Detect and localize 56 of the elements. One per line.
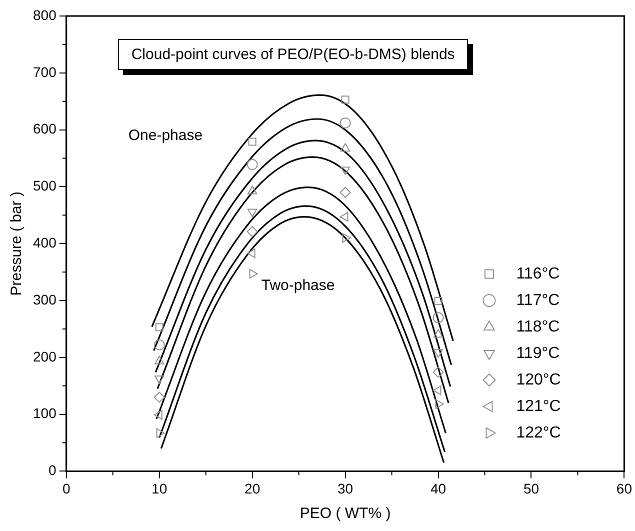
text: Cloud-point curves of PEO/P(EO-b-DMS) blends xyxy=(118,39,468,70)
point xyxy=(340,117,351,128)
x-tick-label: 40 xyxy=(430,480,446,496)
x-tick-label: 50 xyxy=(523,480,540,496)
y-tick-label: 800 xyxy=(33,6,57,23)
y-tick-label: 700 xyxy=(33,64,57,80)
point xyxy=(432,366,444,378)
point xyxy=(434,297,442,306)
point xyxy=(154,392,165,403)
y-tick-label: 0 xyxy=(48,462,57,478)
point xyxy=(433,349,444,358)
x-axis-title: PEO ( WT% ) xyxy=(300,505,391,522)
point xyxy=(340,212,348,222)
legend-label: 121°C xyxy=(516,398,561,415)
point xyxy=(155,323,164,332)
legend-label: 118°C xyxy=(516,318,560,336)
point xyxy=(249,268,258,279)
point xyxy=(247,186,258,194)
y-tick-label: 300 xyxy=(33,291,57,308)
legend-label: 120°C xyxy=(516,371,561,388)
y-tick-label: 500 xyxy=(33,178,57,194)
legend-label: 116°C xyxy=(516,265,560,282)
point xyxy=(247,208,258,218)
x-tick-label: 60 xyxy=(616,480,632,496)
legend-label: 117°C xyxy=(516,292,560,309)
point xyxy=(340,186,351,198)
x-tick-label: 0 xyxy=(62,480,70,496)
point xyxy=(248,138,256,146)
point xyxy=(154,375,164,384)
annotation: One-phase xyxy=(128,127,203,144)
point xyxy=(432,312,444,324)
point xyxy=(154,356,164,364)
point xyxy=(435,399,444,409)
point xyxy=(246,226,258,238)
point xyxy=(342,233,351,243)
point xyxy=(246,248,256,258)
point xyxy=(154,339,165,350)
point xyxy=(340,143,350,152)
y-tick-label: 600 xyxy=(33,120,57,137)
point xyxy=(246,159,258,170)
y-tick-label: 200 xyxy=(33,348,57,364)
x-tick-label: 20 xyxy=(244,480,260,496)
legend-label: 122°C xyxy=(516,424,561,442)
legend-label: 119°C xyxy=(516,344,560,362)
point xyxy=(432,386,442,396)
y-axis-title: Pressure ( bar ) xyxy=(8,192,26,296)
y-tick-label: 400 xyxy=(33,234,57,250)
x-tick-label: 10 xyxy=(152,480,168,496)
point xyxy=(154,410,162,420)
point xyxy=(341,96,350,104)
x-tick-label: 30 xyxy=(337,480,354,496)
point xyxy=(340,166,350,176)
annotation: Two-phase xyxy=(261,277,335,294)
point xyxy=(433,329,444,338)
y-tick-label: 100 xyxy=(33,405,57,422)
point xyxy=(156,428,165,438)
